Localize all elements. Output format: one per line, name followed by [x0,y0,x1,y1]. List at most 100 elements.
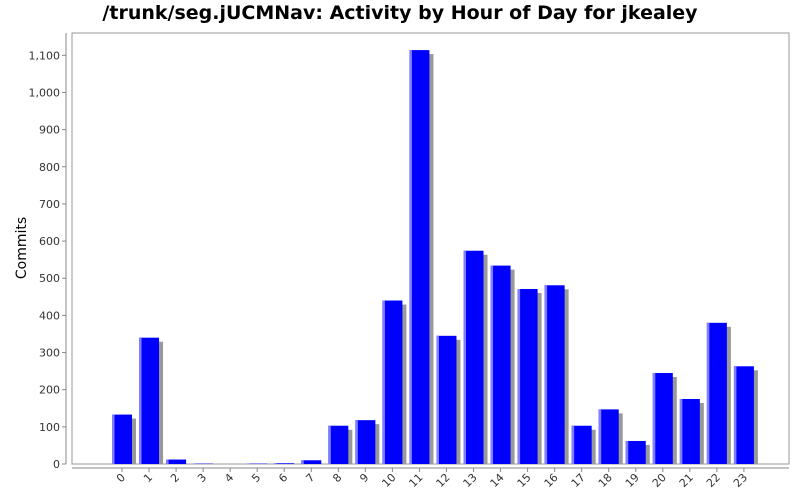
y-tick-label: 1,000 [29,86,61,99]
x-tick-label: 6 [276,471,290,485]
bar-highlight [598,409,602,464]
bar-highlight [679,398,683,464]
bar-group [112,414,136,464]
bar [436,335,457,464]
bar [598,409,619,464]
bar [625,440,646,464]
x-axis: 0 1 2 3 4 5 6 7 8 9 10 11 12 13 14 15 16 17 18 19 20 21 22 23 [72,467,789,490]
x-tick-label: 17 [569,471,588,490]
bar-group [436,335,461,464]
bar-highlight [436,335,439,464]
bar [652,372,673,464]
y-tick-label: 600 [39,235,60,248]
x-tick-label: 19 [623,471,642,490]
bar-highlight [274,463,277,464]
bar-group [409,50,434,465]
y-tick-label: 500 [39,272,60,285]
y-tick-label: 700 [39,198,60,211]
bar [382,300,403,464]
bar [706,322,727,464]
bar-highlight [139,337,142,464]
bar [112,414,132,464]
bar-group [463,250,488,464]
bar [490,265,511,464]
bar [274,463,295,464]
y-tick-label: 400 [39,309,60,322]
bar-group [490,265,515,464]
bar-highlight [112,414,115,464]
bar [355,420,376,464]
x-tick-label: 1 [141,471,155,485]
bar-group [274,463,295,464]
bar-group [382,300,407,464]
bar [301,460,322,464]
y-tick-label: 1,100 [29,49,61,62]
y-tick-label: 900 [39,124,60,137]
bar-group [571,425,596,464]
bar-highlight [166,459,169,464]
bar [409,50,430,465]
x-tick-label: 0 [114,471,128,485]
bar [517,288,538,464]
bar-highlight [463,250,467,464]
y-tick-label: 300 [39,347,60,360]
bar [328,425,349,464]
bar-group [625,440,650,464]
x-tick-label: 3 [195,471,209,485]
bar [139,337,160,464]
x-tick-label: 18 [596,471,615,490]
y-axis-title: Commits [14,217,30,279]
bar-highlight [652,372,656,464]
x-tick-label: 12 [434,471,453,490]
bar-group [706,322,731,464]
x-tick-label: 5 [249,471,263,485]
x-tick-label: 8 [330,471,344,485]
x-tick-label: 9 [357,471,371,485]
bar-highlight [517,288,521,464]
x-tick-label: 16 [542,471,561,490]
bar-group [598,409,623,464]
bar-group [301,460,322,464]
x-tick-label: 7 [303,471,317,485]
bar-group [166,459,191,464]
bar-group [733,366,758,464]
bar-highlight [355,420,358,464]
bar-group [517,288,542,464]
x-tick-label: 2 [168,471,182,485]
bar-highlight [409,50,412,465]
bar-group [679,398,704,464]
bar-group [544,285,569,464]
bar-highlight [706,322,710,464]
x-tick-label: 4 [222,471,236,485]
y-axis: 0 100 200 300 400 500 600 700 800 900 1,000 1,100 [29,33,67,471]
bar-group [355,420,380,464]
x-tick-label: 21 [677,471,696,490]
bar [166,459,187,464]
x-tick-label: 10 [379,471,398,490]
chart-title: /trunk/seg.jUCMNav: Activity by Hour of … [102,2,698,24]
bar-highlight [733,366,737,464]
bar-highlight [490,265,494,464]
bar-group [652,372,677,464]
bar-highlight [301,460,304,464]
y-tick-label: 200 [39,384,60,397]
y-tick-label: 100 [39,421,60,434]
x-tick-label: 13 [461,471,480,490]
bar-highlight [625,440,629,464]
y-tick-label: 0 [53,458,60,471]
x-tick-label: 11 [406,471,425,490]
bar [679,398,700,464]
x-tick-label: 23 [731,471,750,490]
bar-highlight [571,425,575,464]
x-tick-label: 15 [515,471,534,490]
x-tick-label: 22 [704,471,723,490]
bar-group [328,425,353,464]
bar [544,285,565,464]
bar-highlight [328,425,331,464]
y-tick-label: 800 [39,161,60,174]
bar-highlight [544,285,548,464]
bar-highlight [382,300,385,464]
x-tick-label: 20 [650,471,669,490]
bar [733,366,754,464]
bar [463,250,484,464]
